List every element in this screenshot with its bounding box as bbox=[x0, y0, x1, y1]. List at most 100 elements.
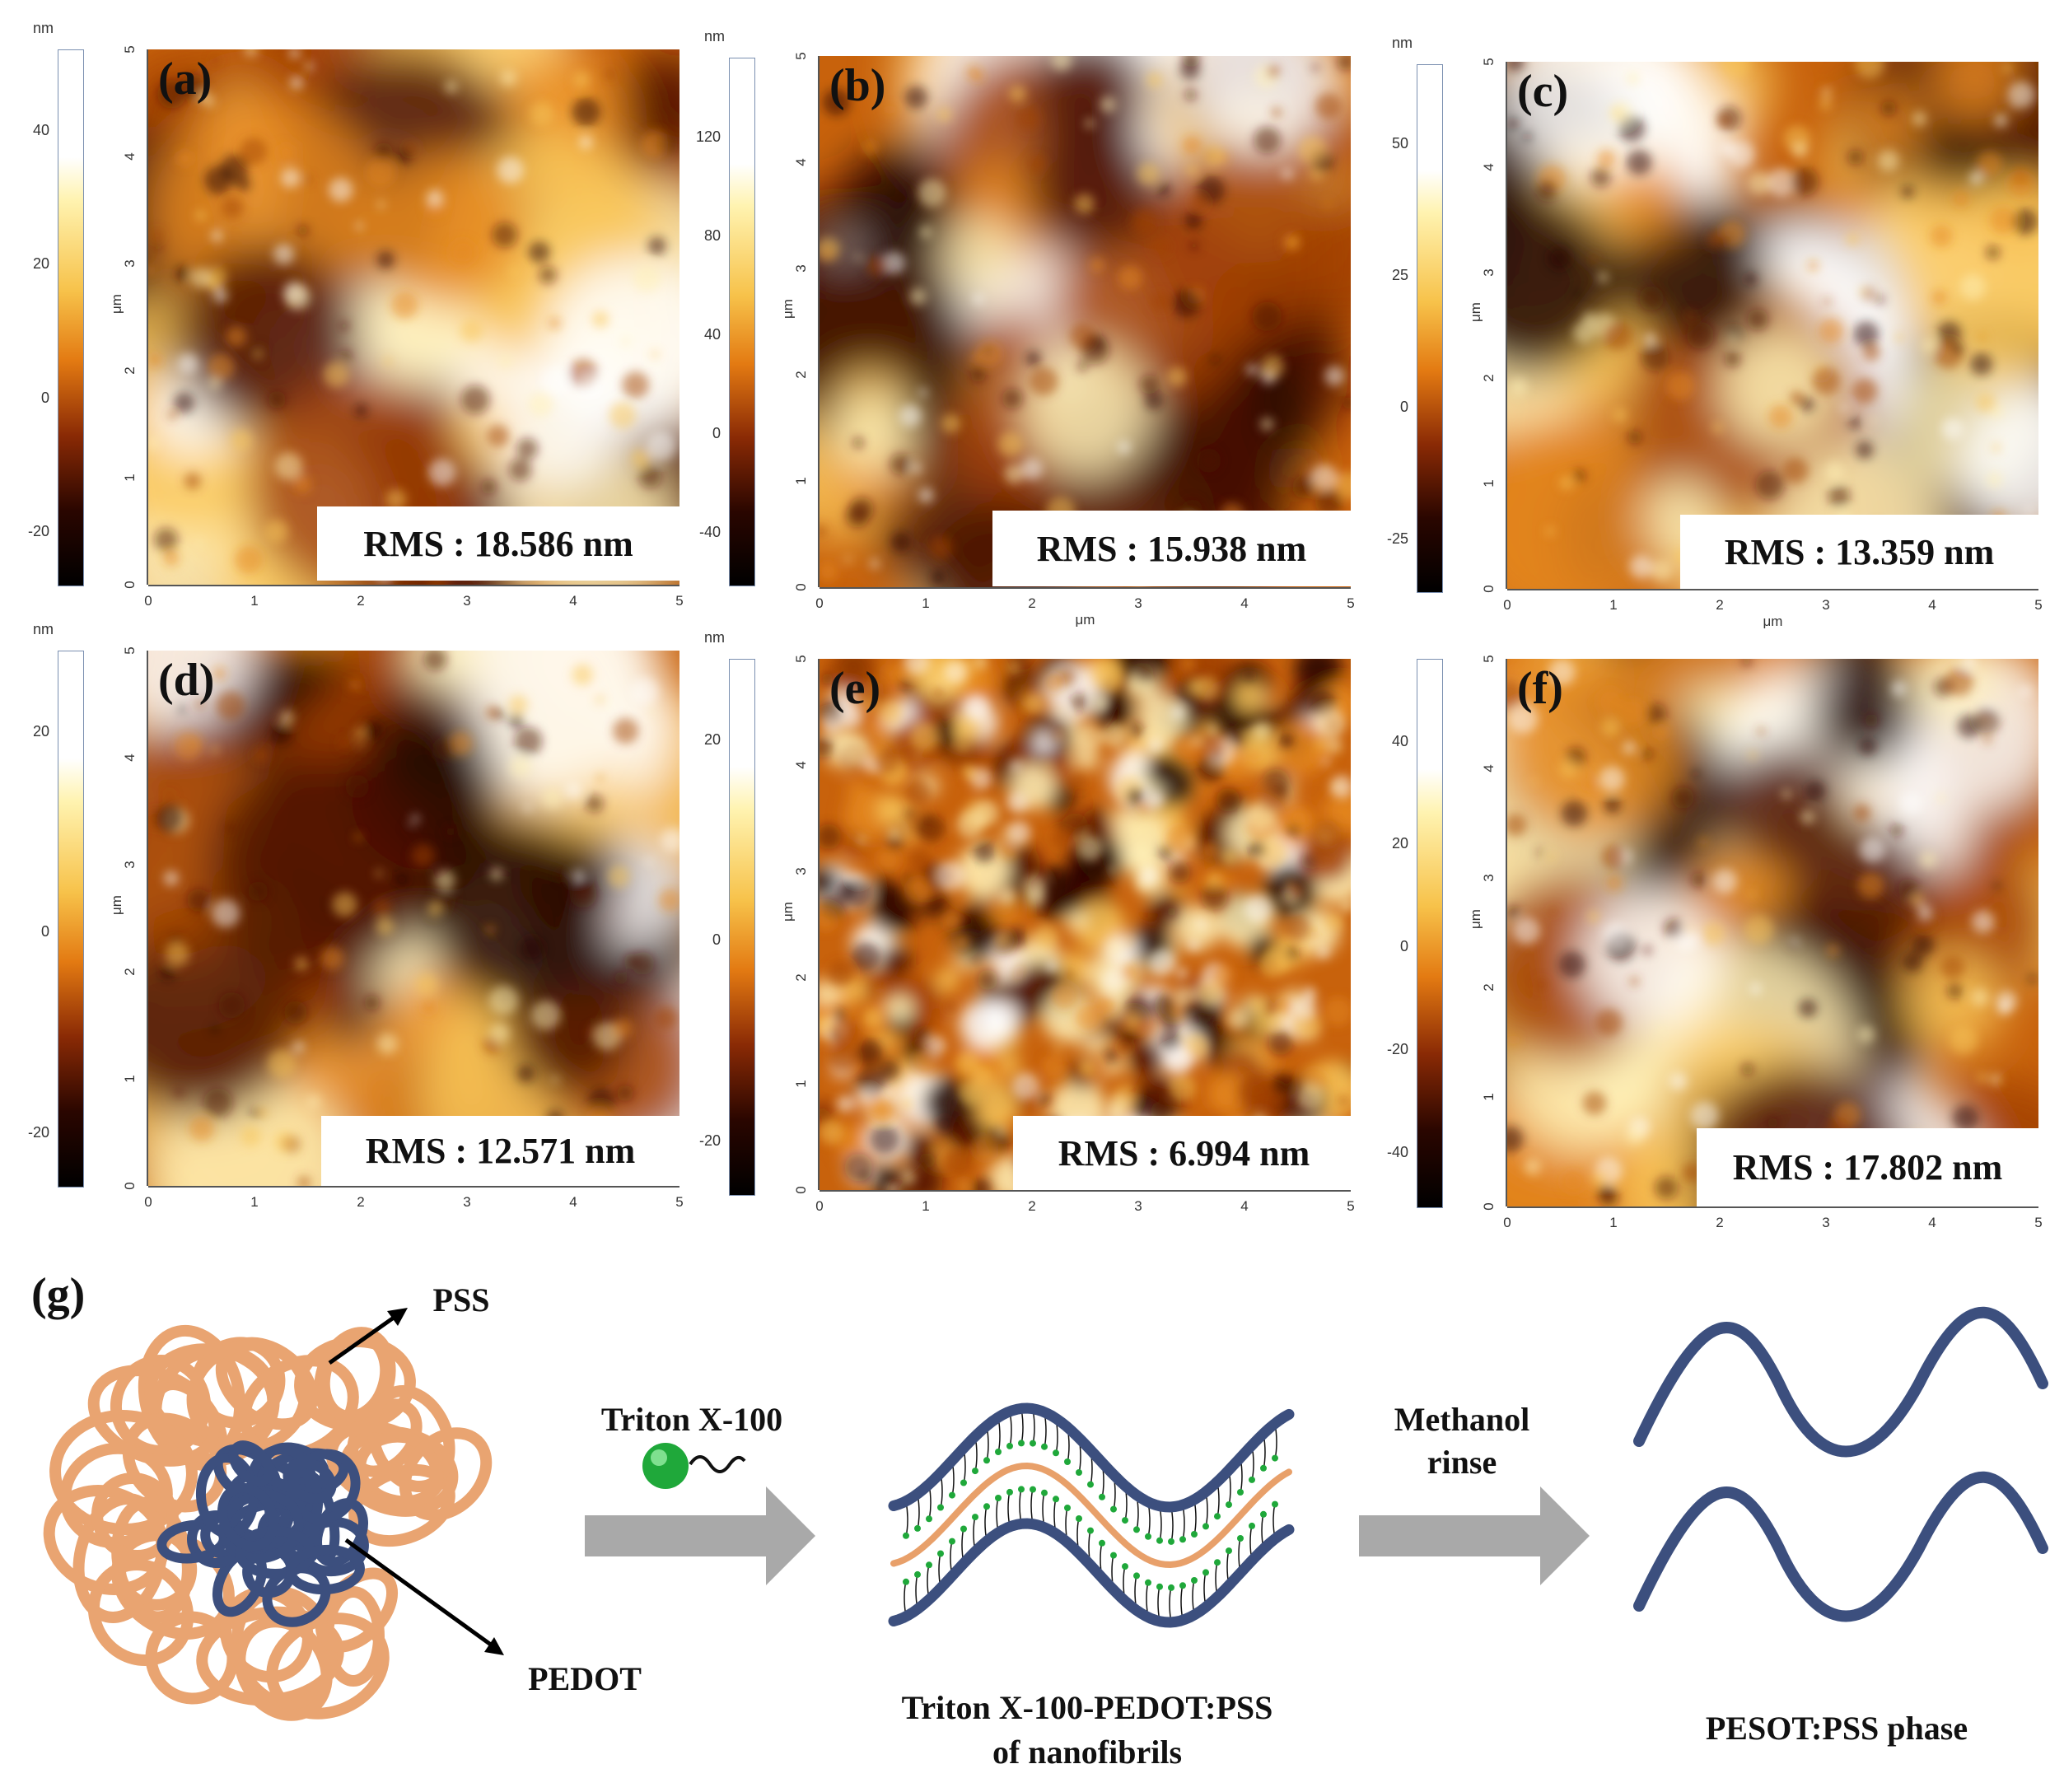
x-axis-a bbox=[148, 585, 679, 586]
colorbar-c bbox=[1417, 64, 1443, 593]
rinse-label: rinse bbox=[1427, 1444, 1497, 1481]
y-tick: 0 bbox=[793, 583, 809, 591]
x-tick: 2 bbox=[1716, 597, 1724, 613]
pss-label: PSS bbox=[432, 1281, 490, 1318]
y-tick: 5 bbox=[122, 646, 138, 655]
colorbar-e bbox=[729, 659, 755, 1196]
colorbar-tick: 0 bbox=[712, 931, 721, 949]
rms-value-b: RMS : 15.938 nm bbox=[992, 511, 1351, 586]
x-tick: 5 bbox=[675, 593, 684, 609]
y-tick: 1 bbox=[122, 474, 138, 482]
colorbar-tick: -20 bbox=[698, 1132, 721, 1149]
colorbar-tick: -20 bbox=[27, 523, 49, 539]
colorbar-tick: 80 bbox=[703, 227, 721, 244]
x-tick: 1 bbox=[1609, 597, 1618, 613]
x-axis-d bbox=[148, 1186, 679, 1188]
x-tick: 5 bbox=[675, 1194, 684, 1210]
x-tick: 5 bbox=[1347, 1198, 1355, 1214]
x-tick: 5 bbox=[1347, 595, 1355, 611]
afm-image-c bbox=[1507, 62, 2038, 589]
x-tick: 0 bbox=[1503, 1215, 1511, 1230]
colorbar-tick: 0 bbox=[712, 425, 721, 441]
rms-value-e: RMS : 6.994 nm bbox=[1013, 1116, 1355, 1190]
colorbar-f bbox=[1417, 659, 1443, 1208]
rms-value-c: RMS : 13.359 nm bbox=[1680, 515, 2038, 589]
y-tick: 1 bbox=[1481, 1093, 1497, 1101]
y-tick: 2 bbox=[1481, 983, 1497, 992]
x-tick: 1 bbox=[1609, 1215, 1618, 1230]
y-tick: 3 bbox=[793, 264, 809, 273]
y-tick: 1 bbox=[793, 1080, 809, 1088]
colorbar-tick: -20 bbox=[1386, 1040, 1408, 1057]
afm-image-d bbox=[148, 651, 679, 1186]
y-tick: 3 bbox=[1481, 874, 1497, 882]
colorbar-tick: 0 bbox=[1399, 938, 1408, 955]
y-tick: 2 bbox=[122, 366, 138, 375]
colorbar-tick: -40 bbox=[698, 524, 721, 540]
caption-right: PESOT:PSS phase bbox=[1705, 1710, 1968, 1747]
y-tick: 3 bbox=[1481, 268, 1497, 277]
x-unit-c: μm bbox=[1763, 614, 1783, 629]
y-tick: 5 bbox=[1481, 58, 1497, 66]
x-tick: 4 bbox=[1928, 597, 1936, 613]
y-tick: 3 bbox=[793, 867, 809, 875]
x-axis-b bbox=[820, 587, 1351, 589]
y-tick: 0 bbox=[793, 1186, 809, 1194]
y-tick: 3 bbox=[122, 259, 138, 268]
colorbar-tick: 40 bbox=[32, 121, 49, 138]
afm-image-e bbox=[820, 659, 1351, 1190]
panel-label-f: (f) bbox=[1517, 663, 1563, 714]
y-tick: 0 bbox=[122, 1182, 138, 1190]
y-tick: 2 bbox=[793, 973, 809, 982]
y-tick: 2 bbox=[122, 968, 138, 976]
y-tick: 5 bbox=[793, 52, 809, 60]
y-tick: 4 bbox=[1481, 163, 1497, 171]
x-tick: 0 bbox=[144, 593, 152, 609]
colorbar-tick: 0 bbox=[1399, 399, 1408, 415]
colorbar-unit-d: nm bbox=[33, 621, 54, 637]
x-tick: 1 bbox=[250, 1194, 259, 1210]
x-tick: 5 bbox=[2034, 1215, 2043, 1230]
colorbar-tick: -25 bbox=[1386, 530, 1408, 547]
colorbar-tick: -20 bbox=[27, 1124, 49, 1141]
y-tick: 1 bbox=[1481, 479, 1497, 488]
y-tick: 5 bbox=[1481, 655, 1497, 663]
rms-value-d: RMS : 12.571 nm bbox=[321, 1116, 679, 1186]
methanol-label: Methanol bbox=[1394, 1401, 1530, 1438]
y-tick: 5 bbox=[122, 45, 138, 54]
x-tick: 3 bbox=[1822, 597, 1830, 613]
x-unit-b: μm bbox=[1075, 612, 1095, 628]
y-tick: 0 bbox=[1481, 1202, 1497, 1211]
colorbar-tick: 0 bbox=[40, 923, 49, 940]
panel-label-c: (c) bbox=[1517, 66, 1569, 117]
y-unit-f: μm bbox=[1467, 908, 1483, 929]
pedot-label: PEDOT bbox=[528, 1660, 642, 1697]
y-tick: 1 bbox=[122, 1075, 138, 1083]
pedot-pss-coil bbox=[43, 1306, 2048, 1721]
x-tick: 3 bbox=[463, 593, 471, 609]
colorbar-tick: 0 bbox=[40, 389, 49, 406]
colorbar-unit-e: nm bbox=[704, 629, 726, 646]
y-axis-d bbox=[147, 651, 148, 1186]
colorbar-tick: -40 bbox=[1386, 1143, 1408, 1160]
y-axis-e bbox=[818, 659, 820, 1190]
afm-image-f bbox=[1507, 659, 2038, 1206]
colorbar-b bbox=[729, 58, 755, 586]
process-arrow-2 bbox=[1359, 1486, 1590, 1585]
x-tick: 0 bbox=[815, 1198, 824, 1214]
x-tick: 5 bbox=[2034, 597, 2043, 613]
colorbar-tick: 50 bbox=[1391, 135, 1408, 152]
colorbar-tick: 20 bbox=[703, 730, 721, 748]
y-unit-b: μm bbox=[779, 298, 796, 319]
afm-image-b bbox=[820, 56, 1351, 587]
y-axis-c bbox=[1506, 62, 1507, 589]
x-tick: 3 bbox=[1134, 595, 1142, 611]
panel-label-b: (b) bbox=[829, 60, 886, 111]
colorbar-d bbox=[58, 651, 84, 1188]
x-tick: 3 bbox=[1134, 1198, 1142, 1214]
afm-image-a bbox=[148, 49, 679, 585]
schematic-panel: (g) PSS PEDOT Triton X-100 Methanol rins… bbox=[0, 1252, 2064, 1792]
x-axis-e bbox=[820, 1190, 1351, 1192]
y-axis-b bbox=[818, 56, 820, 587]
x-tick: 2 bbox=[1028, 1198, 1036, 1214]
